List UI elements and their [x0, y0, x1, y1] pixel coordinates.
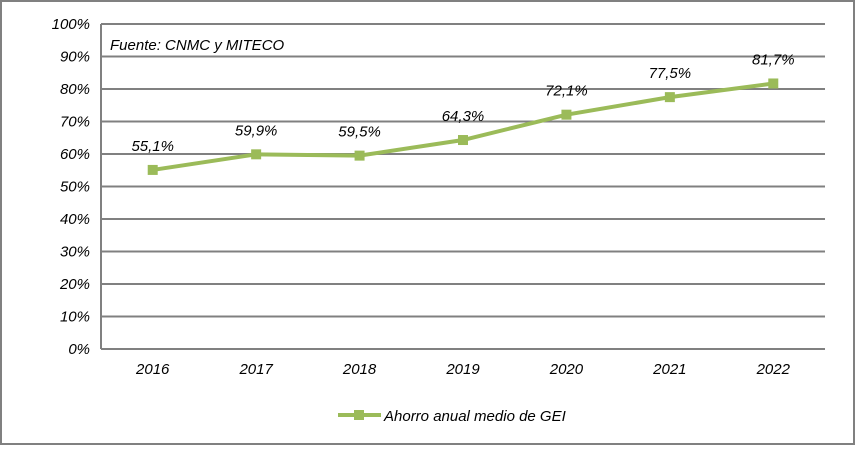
- x-tick-label: 2020: [549, 361, 584, 378]
- x-tick-label: 2016: [135, 361, 170, 378]
- legend-square-marker: [354, 410, 364, 420]
- data-label: 59,5%: [338, 124, 381, 141]
- data-label: 55,1%: [131, 138, 174, 155]
- x-tick-label: 2017: [238, 361, 273, 378]
- y-tick-label: 30%: [60, 244, 90, 261]
- legend: Ahorro anual medio de GEI: [338, 408, 566, 425]
- data-point-marker: [354, 150, 365, 161]
- data-point-marker: [251, 149, 262, 160]
- x-tick-label: 2018: [342, 361, 377, 378]
- y-tick-label: 90%: [60, 49, 90, 66]
- data-point-marker: [561, 109, 572, 120]
- data-point-marker: [147, 164, 158, 175]
- y-tick-label: 40%: [60, 211, 90, 228]
- x-tick-label: 2022: [756, 361, 791, 378]
- x-tick-label: 2019: [445, 361, 480, 378]
- y-tick-label: 70%: [60, 114, 90, 131]
- data-label: 64,3%: [442, 108, 485, 125]
- data-point-marker: [664, 92, 675, 103]
- y-tick-label: 80%: [60, 81, 90, 98]
- y-tick-label: 50%: [60, 179, 90, 196]
- data-point-marker: [458, 135, 468, 146]
- source-annotation: Fuente: CNMC y MITECO: [110, 37, 285, 54]
- data-label: 59,9%: [235, 122, 278, 139]
- data-point-marker: [768, 78, 779, 89]
- y-tick-label: 20%: [59, 276, 90, 293]
- y-tick-label: 60%: [60, 146, 90, 163]
- y-tick-label: 0%: [68, 341, 90, 358]
- y-tick-label: 10%: [60, 309, 90, 326]
- data-label: 81,7%: [752, 51, 795, 68]
- x-tick-label: 2021: [652, 361, 686, 378]
- legend-label: Ahorro anual medio de GEI: [383, 408, 566, 425]
- data-label: 77,5%: [649, 65, 692, 82]
- y-tick-label: 100%: [52, 16, 90, 33]
- data-label: 72,1%: [545, 83, 588, 100]
